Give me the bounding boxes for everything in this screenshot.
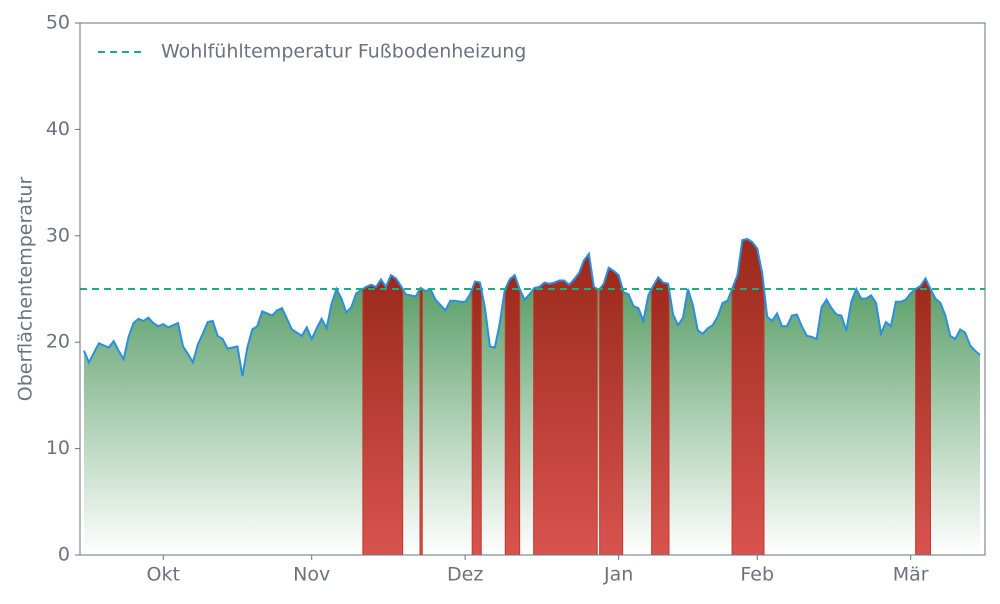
above-area [599,266,624,556]
y-tick-label: 50 [46,12,70,34]
above-area [362,274,404,556]
above-area [533,252,598,556]
y-axis-label: Oberflächentemperatur [15,177,37,402]
x-tick-label: Feb [740,564,774,586]
above-area [915,277,931,556]
above-area [419,287,423,556]
above-area [651,276,670,556]
legend-label: Wohlfühltemperatur Fußbodenheizung [161,41,526,63]
y-tick-label: 10 [46,437,70,459]
y-tick-label: 20 [46,331,70,353]
line [83,237,981,377]
y-tick-label: 30 [46,224,70,246]
x-tick-label: Okt [146,564,179,586]
above-area [731,238,765,556]
plot [80,237,985,556]
above-area [471,280,482,556]
area [84,238,980,555]
x-tick-label: Dez [447,564,483,586]
y-tick-label: 0 [58,544,70,566]
x-tick-label: Nov [293,564,330,586]
y-tick-label: 40 [46,118,70,140]
above-area [504,274,521,556]
x-tick-label: Mär [893,564,929,586]
plot-frame [79,22,986,556]
x-tick-label: Jan [603,564,633,586]
